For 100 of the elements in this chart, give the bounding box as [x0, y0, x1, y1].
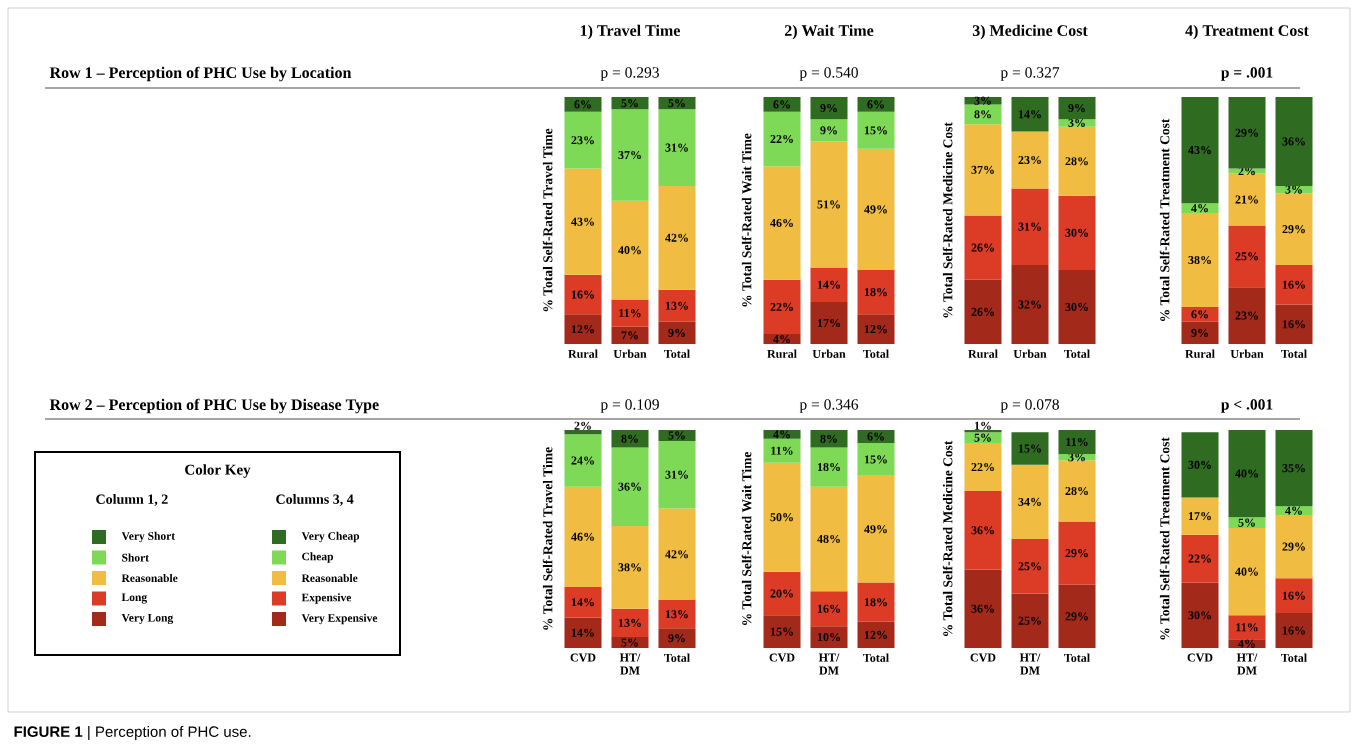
legend-label: Long: [121, 593, 147, 604]
data-label: 2%: [574, 421, 591, 430]
chart-subtitle: p = .001: [1221, 67, 1273, 81]
data-label: 13%: [618, 618, 641, 627]
x-tick-label: CVD: [1187, 653, 1213, 662]
bar: [564, 274, 602, 315]
chart-title: 1) Travel Time: [580, 24, 680, 40]
data-label: 12%: [571, 325, 594, 334]
chart-subtitle: p = 0.327: [1000, 67, 1060, 81]
bar: [810, 447, 848, 487]
data-label: 21%: [1235, 195, 1258, 204]
x-tick-label: Urban: [613, 349, 647, 358]
data-label: 8%: [974, 110, 991, 119]
x-tick-label: Total: [664, 349, 690, 358]
bar: [1058, 195, 1096, 270]
bar: [763, 96, 801, 112]
data-label: 28%: [1065, 157, 1088, 166]
bar: [964, 104, 1002, 125]
bar: [964, 429, 1002, 433]
bar: [1275, 613, 1313, 648]
data-label: 36%: [1282, 137, 1305, 146]
data-label: 10%: [817, 633, 840, 642]
bar: [564, 96, 602, 112]
bar: [1058, 269, 1096, 344]
bar: [763, 571, 801, 616]
bar: [1058, 126, 1096, 196]
bar: [763, 334, 801, 344]
data-label: 3%: [1068, 118, 1085, 127]
bar: [857, 475, 895, 583]
data-label: 4%: [1238, 639, 1255, 648]
bar: [857, 111, 895, 149]
bar: [611, 429, 649, 448]
bar: [1058, 453, 1096, 461]
bar: [611, 447, 649, 526]
text: FIGURE 1 | Perception of PHC use.: [14, 725, 251, 741]
bar: [1228, 615, 1266, 640]
x-tick-label: Total: [863, 349, 889, 358]
y-axis-title: % Total Self-Rated Treatment Cost: [1159, 118, 1170, 321]
data-label: 6%: [867, 432, 884, 441]
data-label: 22%: [1188, 554, 1211, 563]
data-label: 24%: [571, 456, 594, 465]
x-tick-label: Total: [664, 653, 690, 662]
data-label: 13%: [665, 610, 688, 619]
bar: [857, 621, 895, 648]
y-axis-title: % Total Self-Rated Medicine Cost: [942, 122, 953, 318]
bar: [763, 615, 801, 648]
data-label: 49%: [864, 525, 887, 534]
data-label: 14%: [571, 628, 594, 637]
bar: [964, 443, 1002, 492]
bar: [964, 124, 1002, 216]
data-label: 4%: [1285, 506, 1302, 515]
x-tick-label: Urban: [812, 349, 846, 358]
data-label: 30%: [1188, 611, 1211, 620]
data-label: 26%: [971, 307, 994, 316]
legend-label: Short: [122, 553, 149, 562]
data-label: 11%: [771, 446, 793, 455]
x-tick-label: Total: [1281, 349, 1307, 358]
bar: [658, 289, 696, 322]
bar: [1275, 264, 1313, 305]
data-label: 6%: [574, 100, 591, 109]
bar: [810, 119, 848, 142]
data-label: 30%: [1065, 302, 1088, 312]
bar: [1228, 429, 1266, 518]
bar: [1011, 188, 1049, 265]
bar: [1058, 119, 1096, 127]
bar: [1011, 432, 1049, 465]
bar: [1228, 287, 1266, 344]
bar: [810, 429, 848, 448]
data-label: 32%: [1018, 300, 1041, 309]
data-label: 37%: [971, 165, 994, 174]
data-label: 40%: [618, 246, 641, 255]
y-axis-title: % Total Self-Rated Wait Time: [741, 133, 752, 307]
data-label: 43%: [1188, 146, 1211, 155]
bar: [857, 148, 895, 270]
data-label: 28%: [1065, 486, 1088, 496]
data-label: 46%: [770, 218, 793, 228]
bar: [658, 185, 696, 290]
bar: [857, 96, 895, 112]
y-axis-title: % Total Self-Rated Wait Time: [741, 451, 752, 625]
data-label: 18%: [864, 598, 887, 607]
data-label: 38%: [1188, 255, 1211, 265]
bar: [1058, 521, 1096, 585]
bar: [1181, 582, 1219, 648]
data-label: 3%: [1285, 185, 1302, 194]
bar: [810, 486, 848, 592]
data-label: 5%: [621, 99, 638, 108]
data-label: 31%: [1018, 222, 1041, 231]
chart-subtitle: p = 0.109: [600, 399, 659, 413]
legend-title: Column 1, 2: [96, 494, 168, 506]
data-label: 34%: [1018, 497, 1041, 506]
data-label: 43%: [571, 217, 594, 226]
data-label: 9%: [1191, 328, 1208, 337]
bar: [964, 491, 1002, 570]
data-label: 36%: [971, 526, 994, 535]
bar: [810, 267, 848, 302]
data-label: 5%: [621, 638, 638, 647]
data-label: 8%: [820, 434, 837, 443]
bar: [1011, 264, 1049, 344]
chart-subtitle: p = 0.078: [1000, 399, 1059, 413]
data-label: 4%: [773, 430, 790, 439]
